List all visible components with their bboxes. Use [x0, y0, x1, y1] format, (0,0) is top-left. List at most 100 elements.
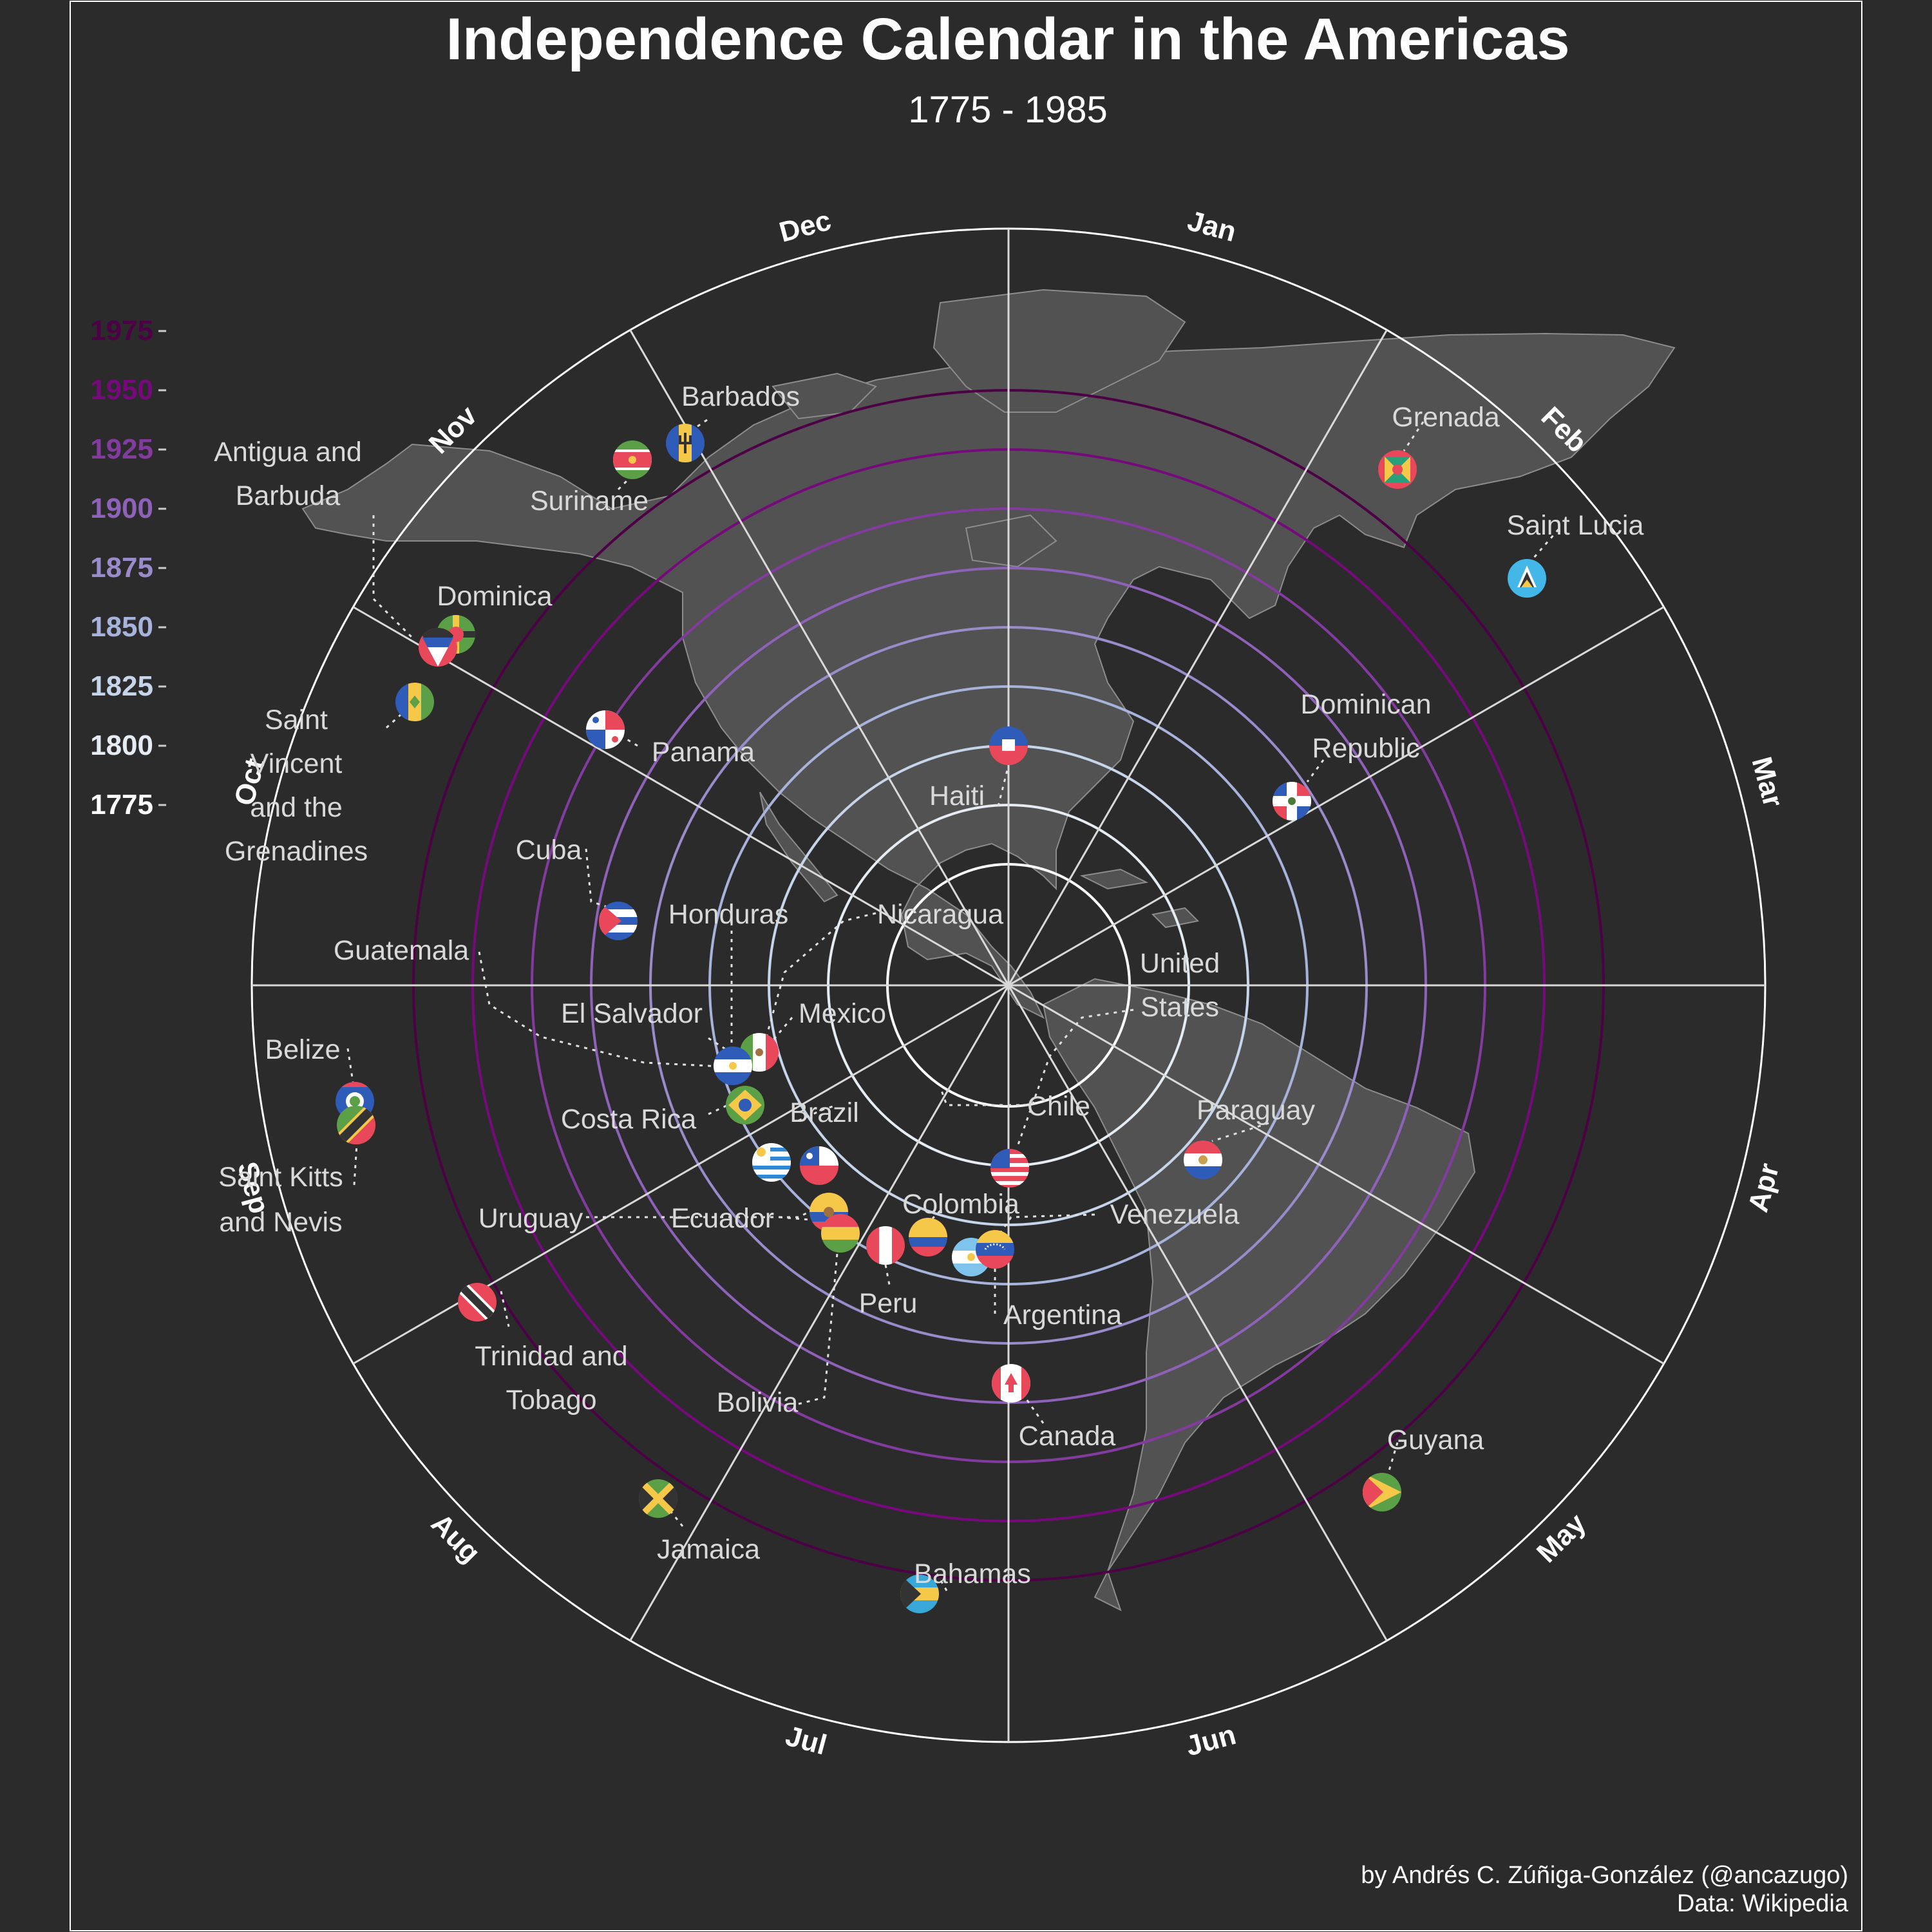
- panel-frame: [70, 1, 1862, 1931]
- leader-jamaica: [668, 1510, 684, 1527]
- leader-svg: [385, 714, 402, 729]
- label-honduras: Honduras: [668, 899, 788, 930]
- label-colombia: Colombia: [902, 1189, 1019, 1220]
- suriname-flag: [613, 440, 652, 479]
- label-canada: Canada: [1019, 1421, 1116, 1452]
- label-argentina: Argentina: [1003, 1300, 1122, 1331]
- label-united-states-2: States: [1141, 992, 1219, 1023]
- polar-grid: [251, 227, 1766, 1743]
- leader-cuba: [585, 848, 607, 908]
- leader-colombia: [931, 1209, 942, 1220]
- svg-flag: [395, 683, 434, 721]
- spoke-5: [1007, 985, 1388, 1642]
- venezuela-flag: [976, 1230, 1014, 1269]
- month-label-jun: Jun: [1182, 1719, 1239, 1763]
- cuba-flag: [599, 902, 638, 940]
- month-label-jan: Jan: [1184, 205, 1240, 248]
- uruguay-flag: [752, 1143, 791, 1182]
- leader-antigua: [372, 515, 413, 639]
- south-america-landmass: [1042, 978, 1476, 1611]
- leader-united-states: [1016, 1009, 1134, 1147]
- label-uruguay: Uruguay: [478, 1203, 583, 1234]
- el-salvador-flag: [714, 1046, 752, 1085]
- background-map: [301, 289, 1676, 1611]
- year-legend: 1975 1950 1925 1900 1875 1850 1825 1800 1775: [90, 315, 166, 820]
- label-trinidad-1: Trinidad and: [475, 1341, 627, 1372]
- label-haiti: Haiti: [929, 781, 985, 811]
- leader-costa-rica: [708, 1104, 728, 1115]
- leader-guyana: [1387, 1442, 1399, 1475]
- label-svg-1: Saint: [265, 705, 328, 735]
- caribbean-islands-landmass: [1079, 868, 1200, 929]
- dominican-republic-flag: [1273, 782, 1311, 820]
- spoke-2: [1008, 606, 1665, 987]
- label-bahamas: Bahamas: [914, 1558, 1031, 1589]
- leader-el-salvador: [708, 1037, 727, 1051]
- label-panama: Panama: [652, 737, 755, 768]
- label-barbados: Barbados: [681, 381, 800, 412]
- label-saint-kitts-2: and Nevis: [219, 1207, 342, 1238]
- us-flag: [990, 1149, 1029, 1188]
- leader-grenada: [1403, 421, 1425, 451]
- brazil-flag: [726, 1086, 764, 1124]
- month-label-apr: Apr: [1742, 1160, 1785, 1215]
- label-belize: Belize: [265, 1034, 340, 1065]
- year-legend-label-1900: 1900: [90, 493, 153, 524]
- label-el-salvador: El Salvador: [561, 998, 703, 1029]
- panama-flag: [586, 710, 625, 749]
- year-legend-label-1800: 1800: [90, 730, 153, 761]
- label-chile: Chile: [1027, 1091, 1090, 1122]
- leader-venezuela: [1000, 1213, 1095, 1232]
- year-legend-label-1875: 1875: [90, 552, 153, 583]
- caption-author: by Andrés C. Zúñiga-González (@ancazugo): [1361, 1862, 1848, 1889]
- trinidad-flag: [458, 1283, 497, 1321]
- label-jamaica: Jamaica: [657, 1534, 760, 1565]
- label-svg-3: and the: [250, 792, 342, 823]
- leader-haiti: [997, 764, 1010, 807]
- grenada-flag: [1378, 450, 1417, 489]
- colombia-flag: [909, 1218, 947, 1256]
- leader-canada: [1024, 1397, 1045, 1424]
- saint-lucia-flag: [1508, 559, 1546, 598]
- chart-title: Independence Calendar in the Americas: [446, 6, 1569, 72]
- leader-belize: [346, 1048, 354, 1083]
- label-cuba: Cuba: [516, 835, 582, 866]
- label-paraguay: Paraguay: [1197, 1095, 1316, 1126]
- bahamas-flag: [900, 1575, 939, 1613]
- spoke-10: [352, 606, 1009, 987]
- label-grenada: Grenada: [1392, 402, 1499, 433]
- paraguay-flag: [1184, 1141, 1222, 1179]
- leader-saint-lucia: [1531, 529, 1560, 560]
- leader-suriname: [617, 477, 631, 491]
- label-bolivia: Bolivia: [717, 1387, 799, 1418]
- label-antigua-1: Antigua and: [214, 437, 362, 468]
- label-dominica: Dominica: [437, 581, 552, 612]
- country-labels: Barbados Suriname Antigua and Barbuda Do…: [214, 381, 1643, 1589]
- year-legend-label-1925: 1925: [90, 433, 153, 465]
- label-svg-4: Grenadines: [225, 836, 368, 867]
- label-venezuela: Venezuela: [1110, 1199, 1240, 1230]
- greenland-landmass: [933, 289, 1186, 413]
- bolivia-flag: [821, 1214, 860, 1253]
- label-guatemala: Guatemala: [334, 935, 469, 966]
- year-legend-label-1825: 1825: [90, 670, 153, 702]
- leader-brazil: [798, 1104, 838, 1122]
- label-ecuador: Ecuador: [671, 1203, 774, 1234]
- guyana-flag: [1363, 1473, 1401, 1511]
- label-saint-lucia: Saint Lucia: [1507, 510, 1644, 541]
- leader-chile: [939, 1086, 1028, 1106]
- label-dominican-1: Dominican: [1300, 689, 1431, 720]
- leader-peru: [884, 1264, 891, 1289]
- caption-source: Data: Wikipedia: [1677, 1890, 1849, 1917]
- spoke-1: [1007, 329, 1388, 986]
- leader-saint-kitts: [353, 1143, 358, 1186]
- year-legend-label-1950: 1950: [90, 374, 153, 406]
- month-label-mar: Mar: [1746, 753, 1790, 810]
- peru-flag: [866, 1226, 905, 1265]
- leader-bolivia: [798, 1253, 838, 1405]
- label-saint-kitts-1: Saint Kitts: [218, 1162, 343, 1193]
- month-label-may: May: [1531, 1508, 1593, 1569]
- leader-nicaragua: [765, 912, 876, 1037]
- jamaica-flag: [639, 1479, 677, 1518]
